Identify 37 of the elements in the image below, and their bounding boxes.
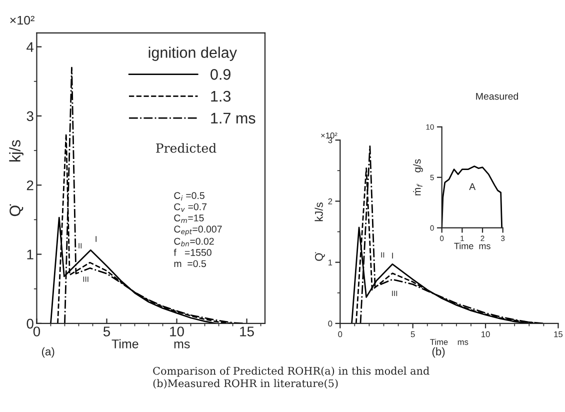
text: (b) [432,347,445,358]
text: ×10² [10,16,34,25]
text: Measured [476,92,518,100]
x-tick-label: 0 [33,326,40,336]
x-axis-title: Time ms [454,242,490,250]
y-tick-label: 3 [328,137,332,144]
text: Comparison of Predicted ROHR(a) in this model and (b)Measured ROHR in literature(5) [153,366,430,389]
y-tick-label: 2 [328,198,332,204]
y-axis-title: Q̇ kJ/s [314,202,325,261]
annotation: A [469,183,476,190]
x-tick-label: 15 [240,326,254,336]
text: (a) [42,347,54,358]
x-tick-label: 10 [170,326,184,336]
legend-label: 0.9 [210,68,230,80]
y-axis-title: Q̇ kj/s [9,140,24,216]
y-tick-label: 4 [26,42,34,52]
legend-title: ignition delay [148,46,237,61]
annotation: I [392,252,393,258]
y-tick-label: 3 [26,111,34,122]
y-tick-label: 1 [328,260,332,266]
x-tick-label: 0 [338,331,342,338]
annotation: Predicted [156,143,216,153]
x-axis-title: Time ms [430,338,468,345]
legend-label: 1.7 ms [211,112,256,124]
legend-label: 1.3 [211,90,231,102]
y-tick-label: 0 [26,318,34,329]
x-tick-label: 5 [410,331,415,338]
x-tick-label: 10 [482,331,490,338]
x-tick-label: 5 [103,326,110,336]
text: C$_{i}$ =0.5 C$_{v}$ =0.7 C$_{m}$=15 C$_{ept}$=0.007 C$_{bn}$=0.02 f =1550 m =0.5 [174,192,222,268]
x-axis-title: Time ms [112,339,190,348]
x-tick-label: 15 [554,331,563,338]
y-tick-label: 1 [27,250,34,260]
y-tick-label: 2 [26,180,34,190]
text: ×10² [321,132,338,138]
text: ṁ$_{f}$ g/s [413,159,423,196]
y-tick-label: 0 [328,320,332,327]
